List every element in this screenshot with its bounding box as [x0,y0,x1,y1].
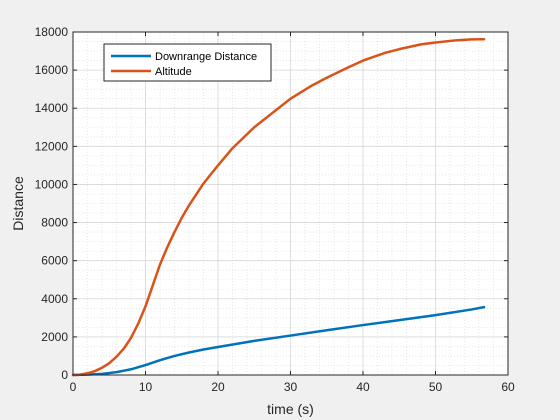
y-tick-label: 0 [61,368,68,382]
y-tick-label: 6000 [41,254,68,268]
tick-labels: 0 10 20 30 40 50 60 0 2000 4000 6000 8000 10000 12000… [35,25,515,394]
x-tick-label: 30 [284,380,298,394]
y-tick-label: 8000 [41,216,68,230]
series-line-altitude [71,37,486,377]
y-tick-label: 18000 [35,25,69,39]
y-tick-label: 10000 [35,177,69,191]
x-tick-label: 20 [211,380,225,394]
y-tick-label: 12000 [35,139,69,153]
x-tick-label: 60 [501,380,515,394]
series-layer [71,37,486,377]
y-tick-label: 4000 [41,292,68,306]
x-tick-label: 50 [429,380,443,394]
y-tick-label: 14000 [35,101,69,115]
x-tick-label: 40 [356,380,370,394]
axis-ticks [72,31,509,376]
y-tick-label: 16000 [35,63,69,77]
legend-label-altitude: Altitude [155,66,192,78]
legend-box [103,43,272,82]
legend: Downrange Distance Altitude [103,43,272,82]
y-tick-label: 2000 [41,330,68,344]
x-axis-label: time (s) [267,401,314,417]
series-line-downrange-distance [71,305,486,377]
major-grid [73,32,508,375]
x-tick-label: 0 [70,380,77,394]
y-axis-label: Distance [10,176,26,231]
x-tick-label: 10 [139,380,153,394]
legend-label-downrange-distance: Downrange Distance [155,51,257,63]
